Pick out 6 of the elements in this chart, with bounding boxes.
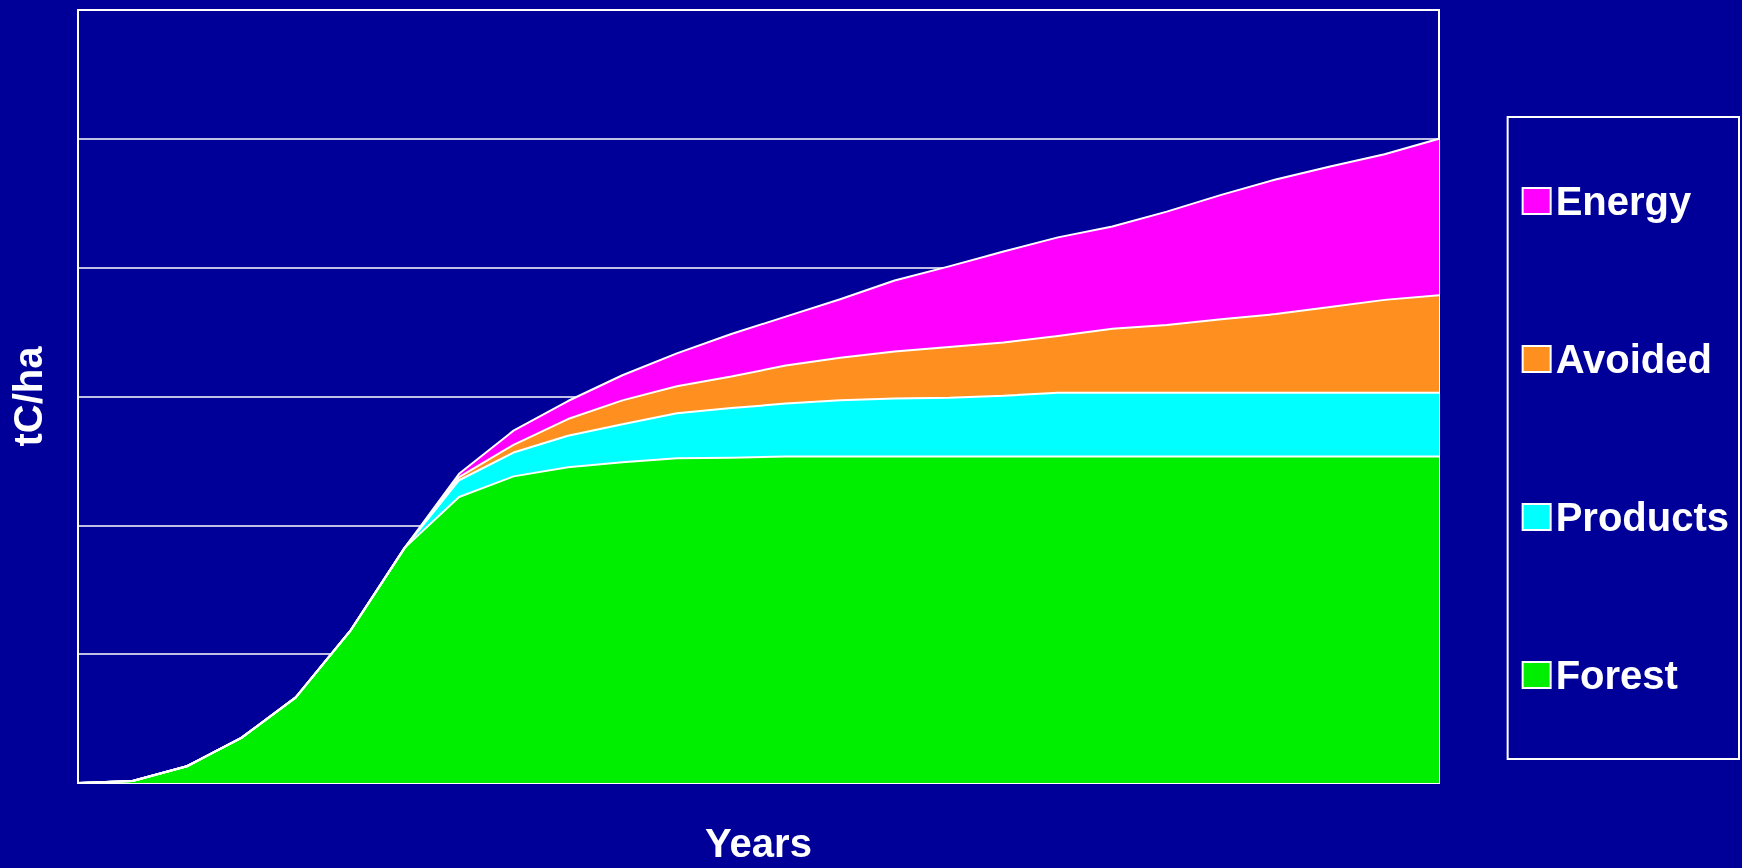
- legend-label: Avoided: [1555, 337, 1712, 381]
- legend-label: Products: [1555, 495, 1729, 539]
- y-axis-title: tC/ha: [6, 345, 50, 447]
- legend-label: Energy: [1555, 179, 1692, 223]
- legend-label: Forest: [1555, 653, 1678, 697]
- x-axis-title: Years: [705, 821, 812, 865]
